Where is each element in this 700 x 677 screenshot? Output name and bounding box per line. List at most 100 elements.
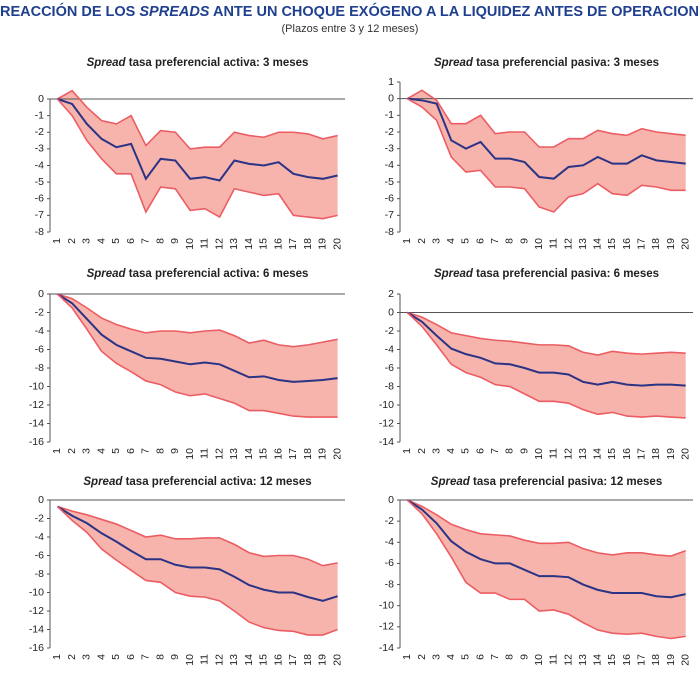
title-text: tasa preferencial pasiva: 3 meses xyxy=(476,57,659,69)
x-tick-label: 6 xyxy=(125,654,137,660)
x-tick-label: 8 xyxy=(154,654,166,660)
x-tick-label: 20 xyxy=(331,448,343,460)
y-tick-label: -2 xyxy=(35,512,44,524)
y-tick-label: 0 xyxy=(388,92,394,104)
y-tick-label: -4 xyxy=(385,536,394,548)
x-tick-label: 16 xyxy=(621,238,633,250)
x-tick-label: 15 xyxy=(258,238,270,250)
x-tick-label: 13 xyxy=(228,448,240,460)
x-tick-label: 11 xyxy=(548,654,560,665)
x-tick-label: 13 xyxy=(577,448,589,460)
x-tick-label: 14 xyxy=(243,654,255,666)
x-tick-label: 17 xyxy=(287,448,299,460)
y-tick-label: -8 xyxy=(35,362,44,374)
title-part: ANTE UN CHOQUE EXÓGENO A LA LIQUIDEZ ANT… xyxy=(212,4,700,20)
x-tick-label: 14 xyxy=(243,238,255,250)
y-tick-label: 0 xyxy=(38,93,44,105)
band-edge xyxy=(56,505,338,636)
title-text: tasa preferencial activa: 12 meses xyxy=(126,476,312,488)
x-tick-label: 9 xyxy=(518,238,530,244)
x-tick-label: 11 xyxy=(199,448,211,459)
band-edge xyxy=(56,89,338,150)
x-tick-label: 17 xyxy=(636,238,648,250)
x-tick-label: 3 xyxy=(430,448,442,454)
response-line xyxy=(407,97,686,180)
x-tick-label: 13 xyxy=(577,654,589,666)
x-tick-label: 15 xyxy=(606,654,618,666)
confidence-band xyxy=(407,312,686,418)
x-tick-label: 4 xyxy=(95,238,107,244)
panel-title: Spread tasa preferencial pasiva: 12 mese… xyxy=(431,476,662,488)
title-text: tasa preferencial activa: 3 meses xyxy=(129,57,309,69)
y-tick-label: -7 xyxy=(385,209,394,221)
x-tick-label: 6 xyxy=(474,448,486,454)
y-tick-label: -6 xyxy=(385,557,394,569)
y-tick-label: 2 xyxy=(388,288,394,300)
y-tick-label: -6 xyxy=(35,193,44,205)
y-tick-label: -16 xyxy=(29,642,44,654)
x-tick-label: 16 xyxy=(621,448,633,460)
x-tick-label: 10 xyxy=(184,448,196,460)
x-tick-label: 11 xyxy=(548,238,560,249)
y-tick-label: -12 xyxy=(379,417,394,429)
y-tick-label: -1 xyxy=(385,109,394,121)
y-tick-label: -10 xyxy=(379,599,394,611)
x-tick-label: 15 xyxy=(606,448,618,460)
x-tick-label: 1 xyxy=(51,654,63,660)
band-edge xyxy=(56,98,338,220)
x-tick-label: 5 xyxy=(110,654,122,660)
x-tick-label: 9 xyxy=(518,654,530,660)
y-tick-label: -2 xyxy=(385,126,394,138)
y-tick-label: 0 xyxy=(38,494,44,506)
title-text: tasa preferencial pasiva: 12 meses xyxy=(473,476,662,488)
x-tick-label: 1 xyxy=(401,654,413,660)
x-tick-label: 18 xyxy=(302,654,314,666)
x-tick-label: 4 xyxy=(445,238,457,244)
x-tick-label: 17 xyxy=(287,238,299,250)
y-tick-label: -2 xyxy=(35,126,44,138)
x-tick-label: 6 xyxy=(125,448,137,454)
panel-title: Spread tasa preferencial activa: 3 meses xyxy=(87,57,309,69)
x-tick-label: 4 xyxy=(95,448,107,454)
header: REACCIÓN DE LOS SPREADS ANTE UN CHOQUE E… xyxy=(0,4,700,35)
title-italic: Spread xyxy=(87,57,127,69)
x-tick-label: 12 xyxy=(213,238,225,250)
x-tick-label: 12 xyxy=(562,448,574,460)
y-tick-label: -5 xyxy=(385,176,394,188)
y-tick-label: -4 xyxy=(385,343,394,355)
title-italic: Spread xyxy=(87,268,127,280)
x-tick-label: 17 xyxy=(636,654,648,666)
y-tick-label: -14 xyxy=(29,623,44,635)
x-tick-label: 18 xyxy=(650,654,662,666)
x-tick-label: 18 xyxy=(650,238,662,250)
y-tick-label: -10 xyxy=(29,380,44,392)
x-tick-label: 2 xyxy=(66,448,78,454)
x-tick-label: 9 xyxy=(169,448,181,454)
x-tick-label: 18 xyxy=(650,448,662,460)
y-tick-label: -2 xyxy=(385,325,394,337)
title-text: tasa preferencial pasiva: 6 meses xyxy=(476,268,659,280)
x-tick-label: 10 xyxy=(533,654,545,666)
x-tick-label: 7 xyxy=(140,238,152,244)
x-tick-label: 20 xyxy=(679,238,691,250)
x-tick-label: 13 xyxy=(228,654,240,666)
x-tick-label: 13 xyxy=(228,238,240,250)
x-tick-label: 3 xyxy=(430,654,442,660)
y-tick-label: -7 xyxy=(35,209,44,221)
x-tick-label: 11 xyxy=(199,238,211,249)
x-tick-label: 7 xyxy=(140,654,152,660)
y-tick-label: -4 xyxy=(35,325,44,337)
x-tick-label: 12 xyxy=(213,448,225,460)
x-tick-label: 5 xyxy=(110,238,122,244)
band-edge xyxy=(56,293,338,418)
band-edge xyxy=(57,293,338,348)
x-tick-label: 19 xyxy=(665,448,677,460)
x-tick-label: 17 xyxy=(636,448,648,460)
panel-title: Spread tasa preferencial pasiva: 3 meses xyxy=(434,57,659,69)
confidence-band xyxy=(57,506,338,636)
x-tick-label: 7 xyxy=(489,238,501,244)
x-tick-label: 20 xyxy=(331,238,343,250)
y-tick-label: -14 xyxy=(379,642,394,654)
band-edge xyxy=(406,311,686,419)
